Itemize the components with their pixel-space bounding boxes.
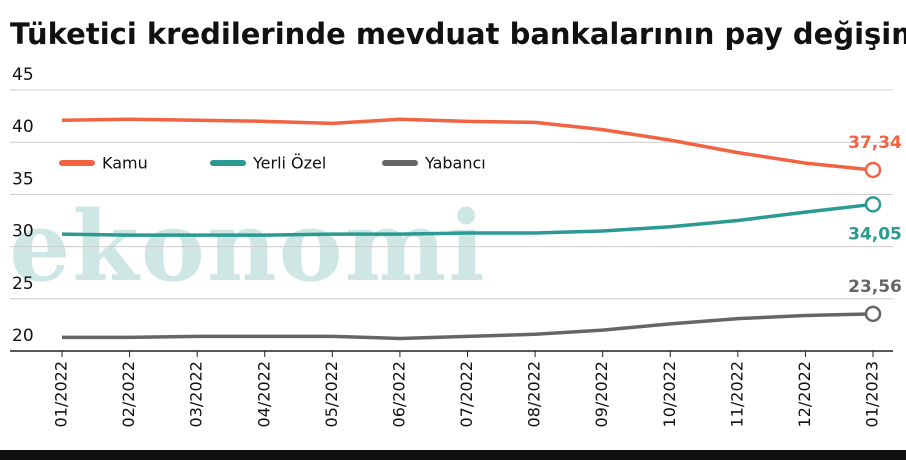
end-marker <box>864 305 882 323</box>
chart-title: Tüketici kredilerinde mevduat bankaların… <box>10 17 906 51</box>
y-tick-label: 20 <box>12 326 34 346</box>
y-tick-label: 40 <box>12 117 34 137</box>
y-tick-label: 35 <box>12 169 34 189</box>
series-line <box>61 202 874 237</box>
title-text: Tüketici kredilerinde mevduat bankaların… <box>10 17 906 51</box>
x-tick-label: 12/2022 <box>795 361 814 427</box>
x-tick-label: 09/2022 <box>592 361 611 427</box>
x-tick-label: 11/2022 <box>727 361 746 427</box>
x-tick-label: 10/2022 <box>660 361 679 427</box>
x-tick-label: 07/2022 <box>457 361 476 427</box>
y-tick-label: 30 <box>12 222 34 242</box>
legend-label: Kamu <box>102 154 148 173</box>
series-line <box>62 312 874 341</box>
x-tick-label: 06/2022 <box>389 361 408 427</box>
y-tick-label: 25 <box>12 274 34 294</box>
y-tick-label: 45 <box>12 65 34 85</box>
end-marker <box>864 161 882 179</box>
x-tick-label: 02/2022 <box>119 361 138 427</box>
legend-label: Yabancı <box>424 154 486 173</box>
data-label: 34,05 <box>848 224 902 244</box>
bottom-bar <box>0 450 906 460</box>
legend-label: Yerli Özel <box>252 154 326 173</box>
x-tick-label: 08/2022 <box>525 361 544 427</box>
series-line <box>61 117 874 172</box>
x-tick-label: 04/2022 <box>254 361 273 427</box>
data-label: 23,56 <box>848 277 902 297</box>
x-tick-label: 01/2023 <box>863 361 882 427</box>
x-tick-label: 03/2022 <box>187 361 206 427</box>
data-label: 37,34 <box>848 133 902 153</box>
x-tick-label: 05/2022 <box>322 361 341 427</box>
end-marker <box>864 196 882 213</box>
x-tick-label: 01/2022 <box>52 361 71 427</box>
